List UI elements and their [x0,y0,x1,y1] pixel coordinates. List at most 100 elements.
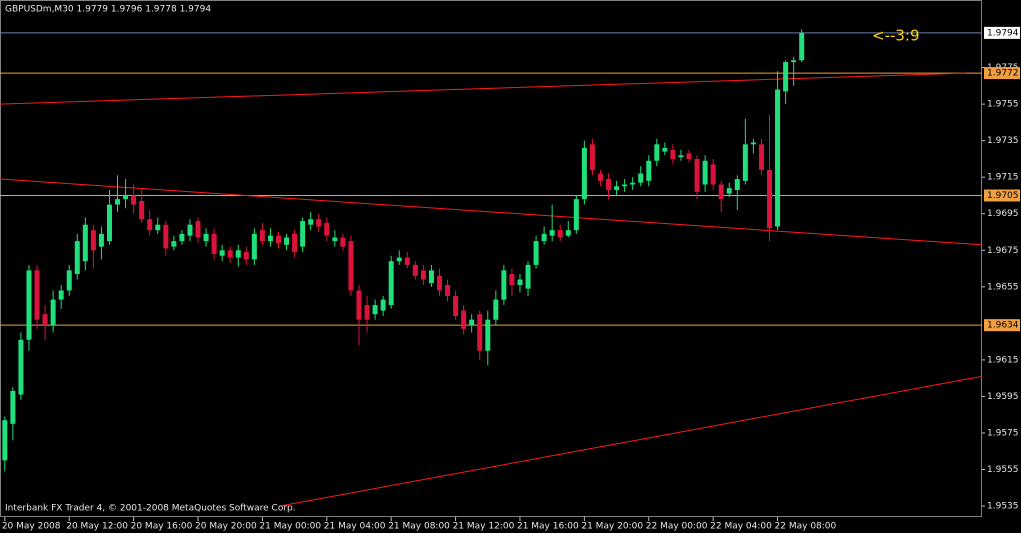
candle-body [251,233,257,260]
candle-body [638,173,644,183]
candle-body [388,261,394,306]
candle-body [646,160,652,181]
x-tick-label: 21 May 20:00 [581,522,643,532]
candle-body [396,257,402,262]
candle-body [549,230,555,236]
candle-body [630,182,636,185]
candle-body [219,250,225,256]
candle-body [26,270,32,340]
y-tick-label: 1.9575 [987,428,1019,438]
candle-body [775,89,781,227]
candle-body [694,158,700,192]
candle-body [18,339,24,395]
footer: Interbank FX Trader 4, © 2001-2008 MetaQ… [5,504,296,514]
price-label: 1.9634 [987,321,1019,331]
candle-body [171,241,177,247]
candle-body [372,305,378,315]
candle-body [791,60,797,63]
candle-body [211,233,217,254]
candle-body [493,299,499,320]
candle-body [662,147,668,152]
x-tick-label: 22 May 00:00 [646,522,708,532]
price-label-box [984,319,1020,332]
candle-body [2,420,8,461]
candle-body [139,200,145,220]
candle-body [66,270,72,291]
candle-body [461,310,467,329]
price-label: 1.9772 [987,69,1019,79]
y-tick-label: 1.9555 [987,465,1019,475]
candle-body [678,155,684,158]
price-label-box [984,67,1020,80]
x-tick-label: 22 May 08:00 [775,522,837,532]
candle-body [428,270,434,284]
y-tick-label: 1.9755 [987,100,1019,110]
plot-frame [0,0,982,517]
candle-body [718,184,724,200]
candle-body [742,144,748,181]
candle-body [525,264,531,289]
x-tick-label: 21 May 00:00 [259,522,321,532]
x-tick-label: 20 May 2008 [2,522,61,532]
y-tick-label: 1.9655 [987,282,1019,292]
x-tick-label: 21 May 08:00 [388,522,450,532]
y-tick-label: 1.9695 [987,209,1019,219]
candle-body [90,230,96,251]
candle-body [726,188,732,194]
price-label: 1.9705 [987,191,1019,201]
y-tick-label: 1.9615 [987,355,1019,365]
axes: 1.97751.97551.97351.97151.96951.96751.96… [2,26,1020,532]
candle-body [453,295,459,317]
candle-body [541,233,547,242]
candle-body [316,219,322,227]
trendline [280,375,982,507]
candle-body [300,221,306,247]
plot-area [0,29,982,507]
candle-body [581,147,587,200]
candle-body [436,275,442,291]
candle-body [340,237,346,247]
candle-body [533,241,539,265]
candle-body [34,270,40,320]
candle-body [412,264,418,276]
y-tick-label: 1.9675 [987,246,1019,256]
candle-body [799,32,805,61]
y-tick-label: 1.9535 [987,502,1019,512]
candle-body [10,390,16,424]
candle-body [420,270,426,280]
x-tick-label: 21 May 04:00 [324,522,386,532]
x-tick-label: 22 May 04:00 [710,522,772,532]
y-tick-label: 1.9595 [987,392,1019,402]
candle-body [509,274,515,285]
candle-body [235,250,241,258]
candle-body [98,233,104,247]
candle-body [179,233,185,242]
candle-body [767,169,773,229]
price-label-box [984,26,1020,39]
candle-body [702,160,708,185]
annotation: <--3:9 [872,27,920,45]
candle-body [74,241,80,275]
candle-body [163,224,169,249]
candle-body [606,179,612,190]
candle-body [622,184,628,187]
candle-body [147,219,153,231]
candle-body [308,219,314,225]
candle-body [380,299,386,311]
price-label: 1.9794 [987,28,1019,38]
candle-body [332,237,338,242]
candle-body [501,270,507,300]
candle-body [404,257,410,265]
candle-body [758,144,764,170]
candle-body [155,224,161,231]
x-tick-label: 20 May 20:00 [195,522,257,532]
candle-body [734,179,740,190]
candle-body [276,235,282,243]
candle-body [710,164,716,185]
candle-body [469,319,475,326]
candle-body [750,142,756,145]
candle-body [597,173,603,181]
x-tick-label: 21 May 12:00 [453,522,515,532]
candle-body [292,233,298,253]
